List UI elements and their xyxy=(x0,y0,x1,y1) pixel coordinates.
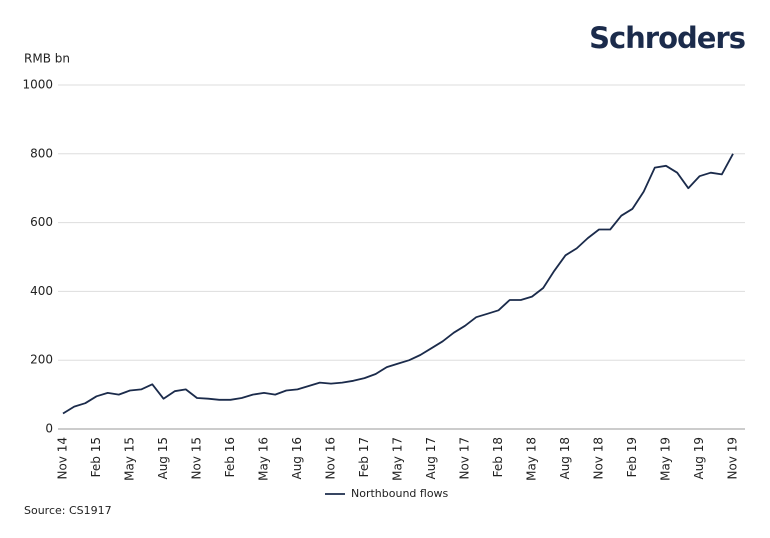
x-tick-label: Aug 15 xyxy=(156,437,170,480)
y-tick-label: 1000 xyxy=(22,78,53,92)
x-tick-label: May 16 xyxy=(257,437,271,481)
y-axis-label: RMB bn xyxy=(24,52,70,66)
x-tick-label: Feb 16 xyxy=(223,437,237,477)
x-tick-label: Nov 18 xyxy=(592,437,606,480)
x-tick-label: Nov 15 xyxy=(190,437,204,480)
x-tick-label: Nov 19 xyxy=(726,437,740,480)
x-tick-label: Nov 17 xyxy=(458,437,472,480)
y-tick-label: 800 xyxy=(30,146,53,160)
y-tick-label: 400 xyxy=(30,284,53,298)
data-line xyxy=(62,153,734,415)
x-tick-label: Nov 14 xyxy=(56,437,70,480)
x-tick-label: May 18 xyxy=(525,437,539,481)
brand-logo: Schroders xyxy=(589,21,745,55)
x-tick-label: May 17 xyxy=(391,437,405,481)
y-tick-label: 200 xyxy=(30,353,53,367)
x-tick-label: Nov 16 xyxy=(324,437,338,480)
x-tick-label: Aug 17 xyxy=(424,437,438,480)
legend-label: Northbound flows xyxy=(351,487,449,500)
source-note: Source: CS1917 xyxy=(24,504,112,517)
x-tick-label: Feb 18 xyxy=(491,437,505,477)
x-tick-label: Feb 17 xyxy=(357,437,371,477)
x-tick-label: May 19 xyxy=(659,437,673,481)
x-tick-label: Feb 19 xyxy=(625,437,639,477)
x-tick-label: Aug 18 xyxy=(558,437,572,480)
x-tick-label: Aug 19 xyxy=(692,437,706,480)
y-tick-label: 600 xyxy=(30,215,53,229)
x-tick-label: Feb 15 xyxy=(89,437,103,477)
x-tick-label: May 15 xyxy=(123,437,137,481)
x-tick-label: Aug 16 xyxy=(290,437,304,480)
y-tick-label: 0 xyxy=(45,422,53,436)
